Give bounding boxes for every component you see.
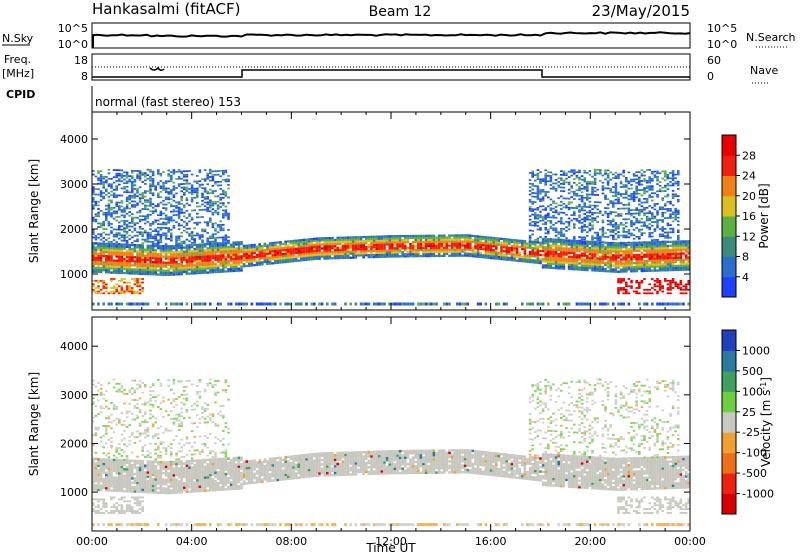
noise-tick-top-right: 10^5: [707, 22, 737, 35]
velocity-colorbar-tick: 25: [742, 406, 756, 419]
power-colorbar-tick: 20: [742, 190, 756, 203]
time-tick-label: 12:00: [375, 535, 407, 548]
velocity-panel: 1000 2000 3000 4000 00:00 04:00 08:00 12:00 16:…: [27, 316, 706, 554]
power-ytick-label: 4000: [60, 133, 88, 146]
power-ytick-label: 2000: [60, 223, 88, 236]
cpid-label: CPID: [6, 88, 35, 101]
velocity-colorbar-label: Velocity [m s-1]: [759, 377, 774, 467]
date-title: 23/May/2015: [592, 2, 690, 20]
power-colorbar-label: Power [dB]: [757, 183, 771, 248]
nsearch-label: N.Search: [746, 31, 796, 44]
nsky-label: N.Sky: [2, 32, 34, 45]
velocity-ytick-label: 2000: [60, 437, 88, 450]
power-ytick-label: 1000: [60, 268, 88, 281]
freq-tick-bottom-left: 8: [81, 70, 88, 83]
velocity-colorbar-tick: -1000: [742, 488, 774, 501]
noise-panel: N.Sky 10^5 10^0 10^5 10^0 N.Search: [2, 22, 796, 51]
power-colorbar-tick: 8: [742, 251, 749, 264]
power-panel: 1000 2000 3000 4000 Slant Range [km]: [27, 111, 691, 311]
velocity-colorbar: 1000 500 100 25 -25 -100 -500 -1000 Velocity [m…: [721, 329, 774, 515]
velocity-colorbar-tick: -25: [742, 426, 760, 439]
velocity-colorbar-tick: -100: [742, 447, 767, 460]
freq-label-2: [MHz]: [2, 67, 34, 80]
power-colorbar-tick: 12: [742, 230, 756, 243]
time-tick-label: 00:00: [76, 535, 108, 548]
beam-title: Beam 12: [369, 4, 432, 20]
freq-blip: [149, 66, 165, 72]
station-title: Hankasalmi (fitACF): [92, 0, 240, 18]
power-colorbar-tick: 4: [742, 271, 749, 284]
freq-tick-bottom-right: 0: [707, 70, 714, 83]
time-tick-label: 20:00: [574, 535, 606, 548]
velocity-ylabel: Slant Range [km]: [27, 372, 41, 476]
freq-tick-top-left: 18: [74, 54, 88, 67]
noise-tick-bottom-left: 10^0: [58, 38, 88, 51]
velocity-scatter: [92, 378, 690, 527]
power-ytick-label: 3000: [60, 178, 88, 191]
time-tick-label: 16:00: [475, 535, 507, 548]
power-ylabel: Slant Range [km]: [27, 159, 41, 263]
velocity-x-ticks: 00:00 04:00 08:00 12:00 16:00 20:00 00:00: [76, 317, 706, 548]
cpid-text: normal (fast stereo) 153: [95, 95, 241, 109]
velocity-y-ticks: 1000 2000 3000 4000: [60, 340, 690, 499]
freq-tick-top-right: 60: [707, 54, 721, 67]
velocity-colorbar-tick: 1000: [742, 344, 770, 357]
nave-label: Nave: [750, 64, 778, 77]
power-colorbar-tick: 24: [742, 170, 756, 183]
velocity-colorbar-tick: 100: [742, 385, 763, 398]
noise-tick-bottom-right: 10^0: [707, 38, 737, 51]
velocity-ytick-label: 1000: [60, 486, 88, 499]
nsky-noise-line: [91, 31, 691, 38]
power-x-ticks: [91, 112, 691, 310]
velocity-colorbar-tick: 500: [742, 365, 763, 378]
time-tick-label: 00:00: [674, 535, 706, 548]
noise-tick-top-left: 10^5: [58, 22, 88, 35]
time-tick-label: 04:00: [176, 535, 208, 548]
time-tick-label: 08:00: [275, 535, 307, 548]
freq-label-1: Freq.: [4, 53, 31, 66]
power-y-ticks: 1000 2000 3000 4000: [60, 133, 690, 281]
power-scatter: [92, 168, 690, 306]
power-colorbar-tick: 28: [742, 149, 756, 162]
power-colorbar-tick: 16: [742, 210, 756, 223]
velocity-xlabel: Time UT: [365, 541, 416, 554]
nave-step-line: [92, 69, 690, 78]
velocity-colorbar-tick: -500: [742, 467, 767, 480]
velocity-ytick-label: 4000: [60, 340, 88, 353]
frequency-panel: Freq. [MHz] 18 8 60 0 Nave: [2, 53, 778, 84]
power-colorbar: 4 8 12 16 20 24 28 Power [dB]: [721, 134, 771, 298]
velocity-ytick-label: 3000: [60, 389, 88, 402]
